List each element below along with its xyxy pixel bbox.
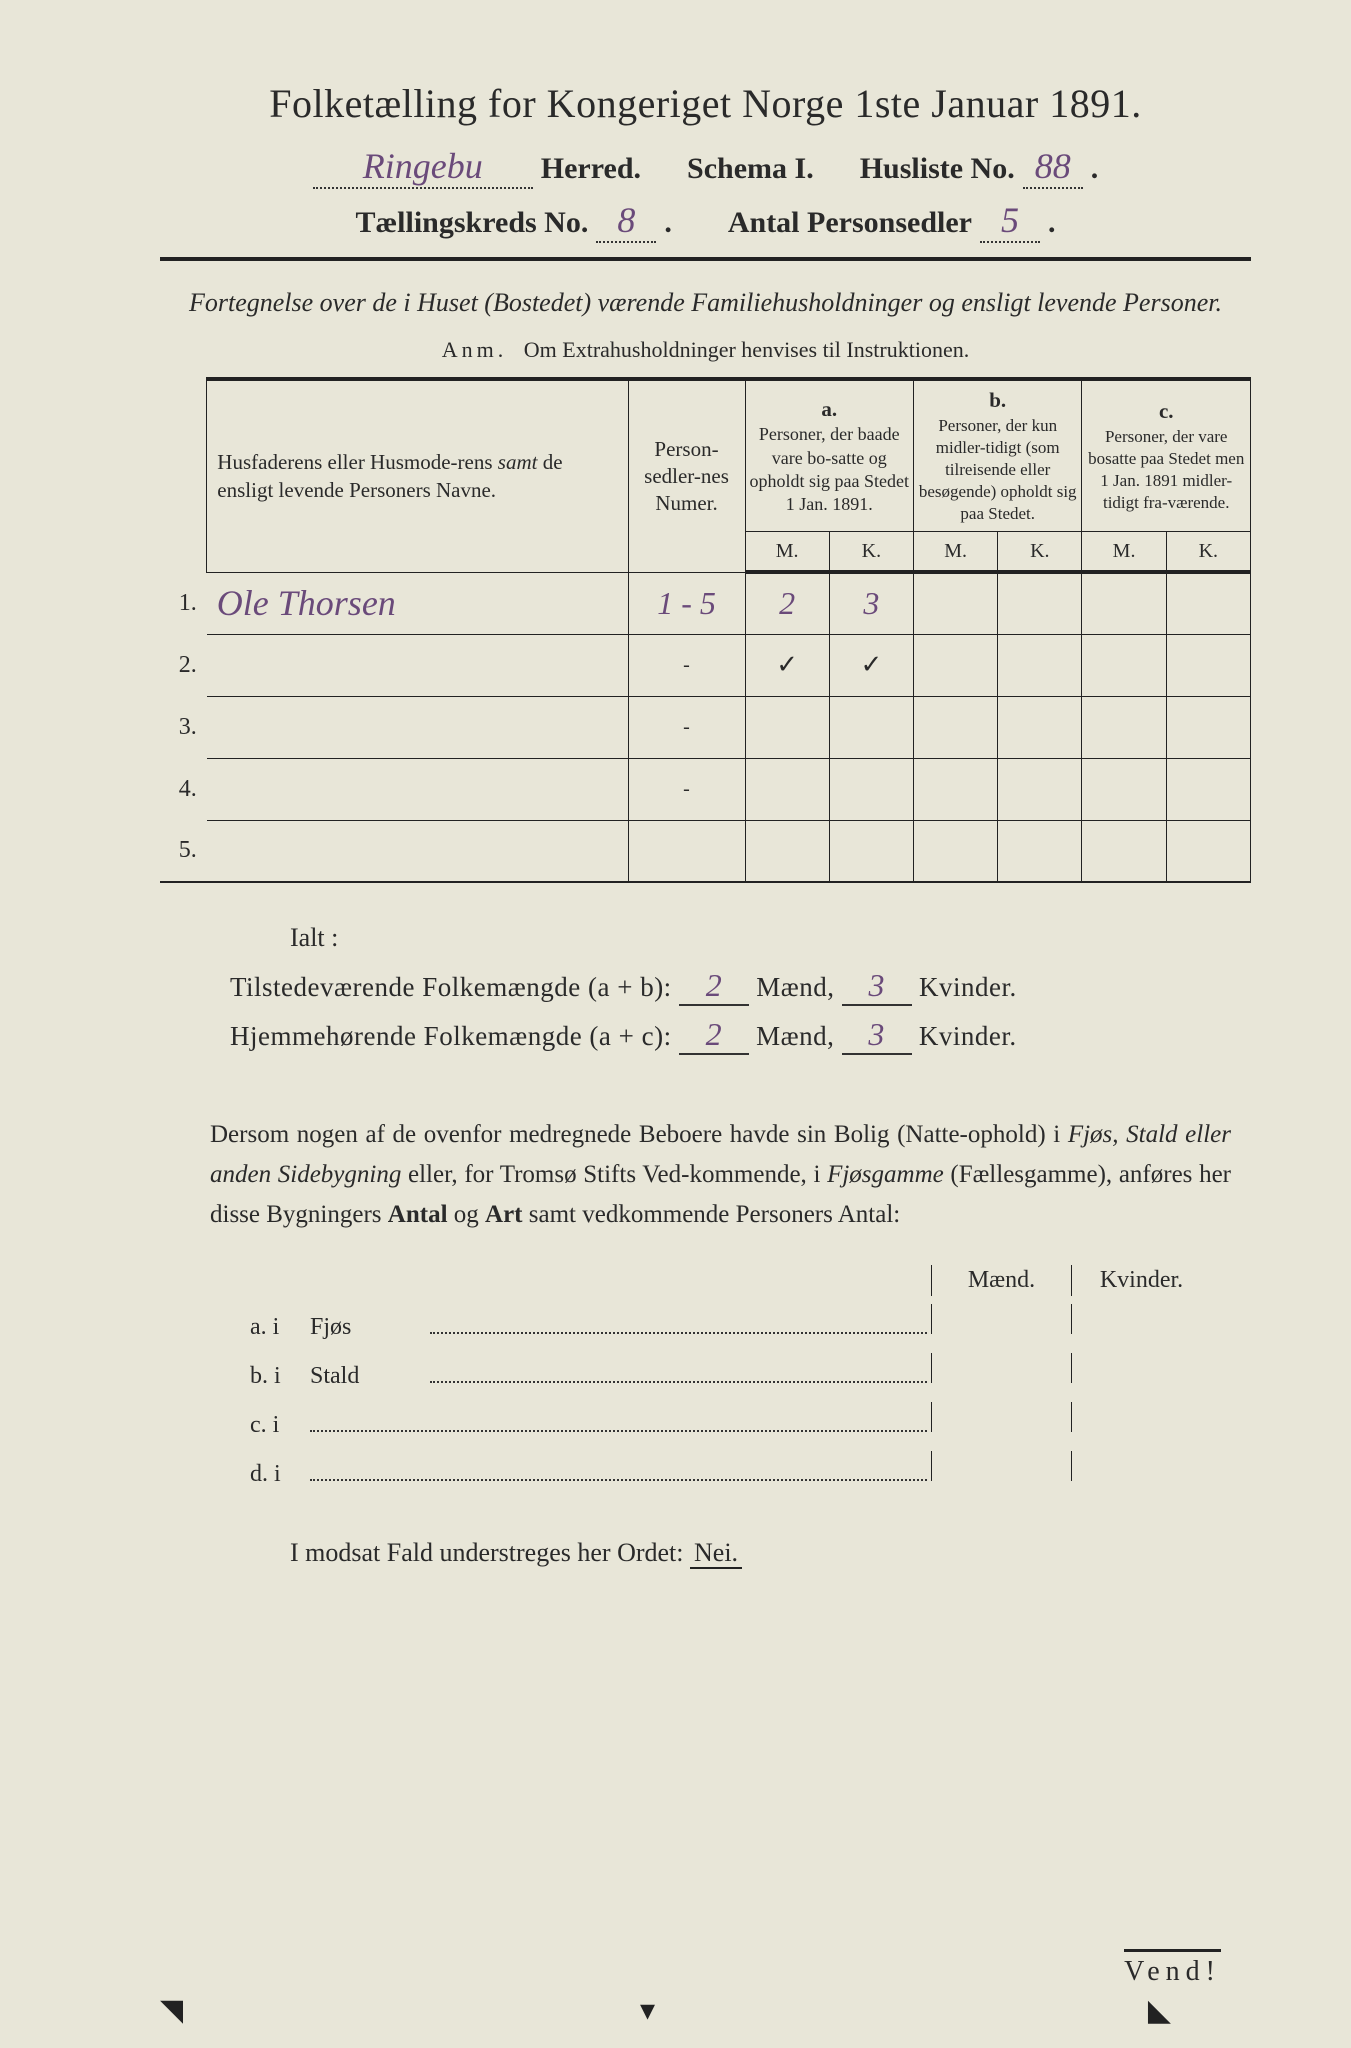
col-b-k: K. — [998, 532, 1082, 573]
tear-mark-icon: ◣ — [1148, 1993, 1171, 2028]
vend-label: Vend! — [1124, 1949, 1221, 1988]
col-sedler-header: Person-sedler-nes Numer. — [628, 379, 745, 572]
outbuilding-paragraph: Dersom nogen af de ovenfor medregnede Be… — [210, 1115, 1231, 1235]
nei-word: Nei. — [690, 1538, 742, 1569]
tear-mark-icon: ▾ — [640, 1993, 655, 2028]
col-a-k: K. — [829, 532, 913, 573]
kreds-value: 8 — [596, 199, 656, 243]
herred-value: Ringebu — [313, 145, 533, 189]
col-c-m: M. — [1082, 532, 1166, 573]
col-a-header: a. Personer, der baade vare bo-satte og … — [745, 379, 913, 531]
present-kvinder: 3 — [842, 967, 912, 1006]
document-title: Folketælling for Kongeriget Norge 1ste J… — [160, 80, 1251, 127]
herred-label: Herred. — [541, 152, 641, 186]
anm-label: Anm. — [442, 337, 508, 362]
schema-label: Schema I. — [687, 152, 814, 186]
table-row: 4. - — [160, 758, 1251, 820]
main-table: Husfaderens eller Husmode-rens samt de e… — [160, 377, 1251, 883]
outbuilding-maend-header: Mænd. — [931, 1265, 1071, 1296]
husliste-value: 88 — [1023, 145, 1083, 189]
husliste-label: Husliste No. — [860, 152, 1015, 186]
outbuilding-row: b. i Stald — [250, 1353, 1211, 1390]
personsedler-value: 5 — [980, 199, 1040, 243]
divider — [160, 257, 1251, 261]
header-line-1: Ringebu Herred. Schema I. Husliste No. 8… — [160, 145, 1251, 189]
name-value: Ole Thorsen — [217, 583, 396, 623]
personsedler-label: Antal Personsedler — [728, 206, 972, 240]
summary-present: Tilstedeværende Folkemængde (a + b): 2 M… — [230, 967, 1251, 1006]
tear-mark-icon: ◥ — [160, 1993, 183, 2028]
modsat-line: I modsat Fald understreges her Ordet: Ne… — [290, 1538, 1251, 1568]
resident-kvinder: 3 — [842, 1016, 912, 1055]
anm-line: Anm. Om Extrahusholdninger henvises til … — [160, 337, 1251, 363]
col-a-m: M. — [745, 532, 829, 573]
table-row: 2. - ✓ ✓ — [160, 634, 1251, 696]
resident-maend: 2 — [679, 1016, 749, 1055]
present-maend: 2 — [679, 967, 749, 1006]
outbuilding-kvinder-header: Kvinder. — [1071, 1265, 1211, 1296]
anm-text: Om Extrahusholdninger henvises til Instr… — [524, 337, 969, 362]
outbuilding-row: a. i Fjøs — [250, 1304, 1211, 1341]
col-c-k: K. — [1166, 532, 1250, 573]
table-row: 1. Ole Thorsen 1 - 5 2 3 — [160, 572, 1251, 634]
outbuilding-section: Mænd. Kvinder. a. i Fjøs b. i Stald c. i… — [250, 1265, 1211, 1488]
col-c-header: c. Personer, der vare bosatte paa Stedet… — [1082, 379, 1251, 531]
ialt-label: Ialt : — [290, 923, 1251, 953]
summary-resident: Hjemmehørende Folkemængde (a + c): 2 Mæn… — [230, 1016, 1251, 1055]
outbuilding-row: c. i — [250, 1402, 1211, 1439]
outbuilding-row: d. i — [250, 1451, 1211, 1488]
header-line-2: Tællingskreds No. 8 . Antal Personsedler… — [160, 199, 1251, 243]
table-row: 3. - — [160, 696, 1251, 758]
table-row: 5. — [160, 820, 1251, 882]
col-b-header: b. Personer, der kun midler-tidigt (som … — [913, 379, 1081, 531]
col-b-m: M. — [913, 532, 997, 573]
col-names-header: Husfaderens eller Husmode-rens samt de e… — [207, 379, 628, 572]
kreds-label: Tællingskreds No. — [356, 206, 589, 240]
subtitle: Fortegnelse over de i Huset (Bostedet) v… — [160, 285, 1251, 321]
